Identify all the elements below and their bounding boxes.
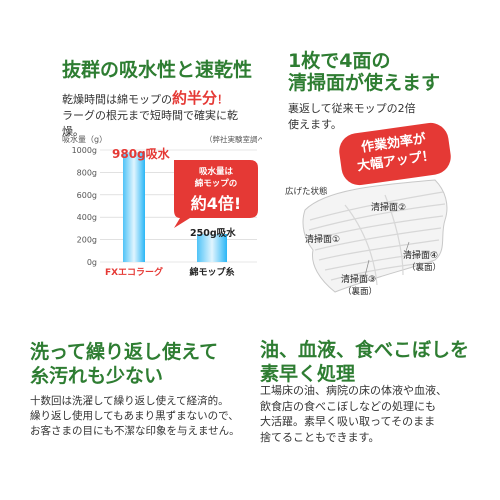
face4-sub-label: （裏面） [407, 262, 441, 273]
absorption-bar-chart: 0g 200g 400g 600g 800g 1000g FXエコラーグ 綿モップ糸 吸水量… [62, 134, 262, 278]
callout-line2: 綿モップの [195, 178, 238, 189]
drying-description: 乾燥時間は綿モップの約半分！ ラーグの根元まで短時間で確実に乾燥。 [62, 90, 252, 140]
washable-heading-line1: 洗って繰り返し使えて [30, 341, 219, 363]
four-faces-heading-line2: 清掃面が使えます [288, 72, 441, 94]
drying-highlight: 約半分 [172, 89, 218, 107]
spill-line1: 工場床の油、病院の床の体液や血液、 [260, 384, 447, 397]
face3-label: 清掃面③ [341, 273, 376, 285]
bar2-value-label: 250g吸水 [190, 227, 236, 239]
washable-line3: お客さまの目にも不潔な印象を与えません。 [30, 425, 240, 437]
y-tick-label: 1000g [72, 146, 97, 155]
drying-text-line2: ラーグの根元まで短時間で確実に乾燥。 [62, 109, 238, 138]
reversible-description: 裏返して従来モップの2倍 使えます。 [288, 101, 458, 133]
spill-line3: 大活躍。素早く吸い取ってそのまま [260, 415, 436, 428]
washable-heading: 洗って繰り返し使えて 糸汚れも少ない [30, 340, 218, 388]
bar-2 [197, 234, 227, 262]
spill-heading-line2: 素早く処理 [260, 363, 356, 385]
y-tick-label: 200g [77, 236, 97, 245]
spill-heading-line1: 油、血液、食べこぼしを [260, 339, 470, 361]
face3-sub-label: （裏面） [343, 286, 377, 297]
spill-heading: 油、血液、食べこぼしを 素早く処理 [260, 338, 469, 386]
washable-description: 十数回は洗濯して繰り返し使えて経済的。 繰り返し使用してもあまり黒ずまないので、… [30, 394, 255, 439]
x-category-label: 綿モップ糸 [189, 266, 234, 278]
four-faces-heading-line1: 1枚で4面の [288, 50, 391, 72]
ratio-callout: 吸水量は 綿モップの 約4倍! [174, 160, 258, 228]
spill-description: 工場床の油、病院の床の体液や血液、 飲食店の食べこぼしなどの処理にも 大活躍。素… [260, 383, 460, 445]
reversible-line1: 裏返して従来モップの2倍 [288, 102, 416, 115]
spill-line2: 飲食店の食べこぼしなどの処理にも [260, 399, 436, 413]
washable-heading-line2: 糸汚れも少ない [30, 365, 164, 387]
x-category-label: FXエコラーグ [105, 266, 163, 278]
bar-1 [123, 152, 145, 262]
spread-state-label: 広げた状態 [285, 186, 328, 197]
reversible-line2: 使えます。 [288, 118, 342, 131]
washable-line2: 繰り返し使用してもあまり黒ずまないので、 [30, 410, 239, 422]
face2-label: 清掃面② [371, 201, 406, 213]
y-tick-label: 0g [87, 258, 97, 267]
callout-line1: 吸水量は [199, 166, 234, 177]
y-axis-unit-label: 吸水量（g） [62, 134, 107, 144]
y-tick-label: 800g [77, 168, 97, 177]
y-tick-label: 600g [77, 191, 97, 200]
y-tick-label: 400g [77, 213, 97, 222]
absorbency-heading: 抜群の吸水性と速乾性 [62, 59, 253, 81]
source-note: （弊社実験室調べ） [205, 134, 262, 144]
face4-label: 清掃面④ [403, 249, 438, 261]
drying-text-prefix: 乾燥時間は綿モップの [62, 93, 172, 106]
callout-line3: 約4倍! [191, 194, 241, 213]
face1-label: 清掃面① [305, 233, 340, 245]
drying-text-suffix: ！ [217, 93, 229, 106]
four-faces-heading: 1枚で4面の 清掃面が使えます [288, 50, 440, 94]
bar1-value-label: 980g吸水 [112, 146, 171, 161]
washable-line1: 十数回は洗濯して繰り返し使えて経済的。 [30, 395, 229, 407]
mop-illustration: 広げた状態 清掃面② 清掃面① 清掃面④ （裏面） 清掃面③ （裏面） [285, 179, 448, 297]
spill-line4: 捨てることもできます。 [260, 430, 380, 444]
